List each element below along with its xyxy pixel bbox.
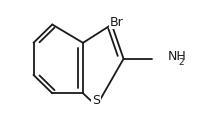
Text: NH: NH xyxy=(167,50,186,63)
Text: Br: Br xyxy=(110,16,124,29)
Text: 2: 2 xyxy=(178,58,184,67)
Text: S: S xyxy=(92,94,100,107)
